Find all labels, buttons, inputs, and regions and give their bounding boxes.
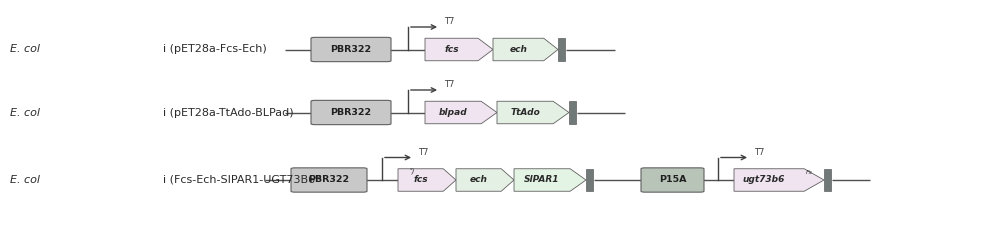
Polygon shape [514,169,586,191]
Polygon shape [425,38,493,61]
Text: fcs: fcs [444,45,459,54]
Text: PBR322: PBR322 [330,45,372,54]
Polygon shape [398,169,456,191]
FancyBboxPatch shape [311,100,391,125]
FancyBboxPatch shape [641,168,704,192]
Text: i (pET28a-Fcs-Ech): i (pET28a-Fcs-Ech) [163,45,266,54]
Bar [824,169,831,191]
Text: ech: ech [470,176,488,184]
Polygon shape [734,169,824,191]
Polygon shape [497,101,569,124]
Bar [586,169,593,191]
Text: ugt73b6: ugt73b6 [743,176,785,184]
Text: ech: ech [509,45,527,54]
Polygon shape [493,38,558,61]
Text: PBR322: PBR322 [308,176,350,184]
Text: TtAdo: TtAdo [510,108,540,117]
Polygon shape [425,101,497,124]
Text: T7: T7 [444,80,454,89]
Text: i (pET28a-TtAdo-BLPad): i (pET28a-TtAdo-BLPad) [163,108,293,117]
Bar [569,101,576,124]
Text: PBR322: PBR322 [330,108,372,117]
Text: T7: T7 [754,148,764,157]
Text: i (Fcs-Ech-SIPAR1-UGT73B6ᴹ: i (Fcs-Ech-SIPAR1-UGT73B6ᴹ [163,175,321,185]
Text: blpad: blpad [439,108,467,117]
Text: E. col: E. col [10,175,40,185]
Text: Fs: Fs [806,171,812,176]
Text: fcs: fcs [413,176,428,184]
FancyBboxPatch shape [291,168,367,192]
Text: T7: T7 [418,148,428,157]
Text: T7: T7 [444,17,454,26]
Text: ˢ): ˢ) [409,168,415,174]
Polygon shape [456,169,514,191]
Bar [558,38,565,61]
FancyBboxPatch shape [311,37,391,62]
Text: E. col: E. col [10,108,40,117]
Text: P15A: P15A [659,176,686,184]
Text: E. col: E. col [10,45,40,54]
Text: SlPAR1: SlPAR1 [524,176,560,184]
